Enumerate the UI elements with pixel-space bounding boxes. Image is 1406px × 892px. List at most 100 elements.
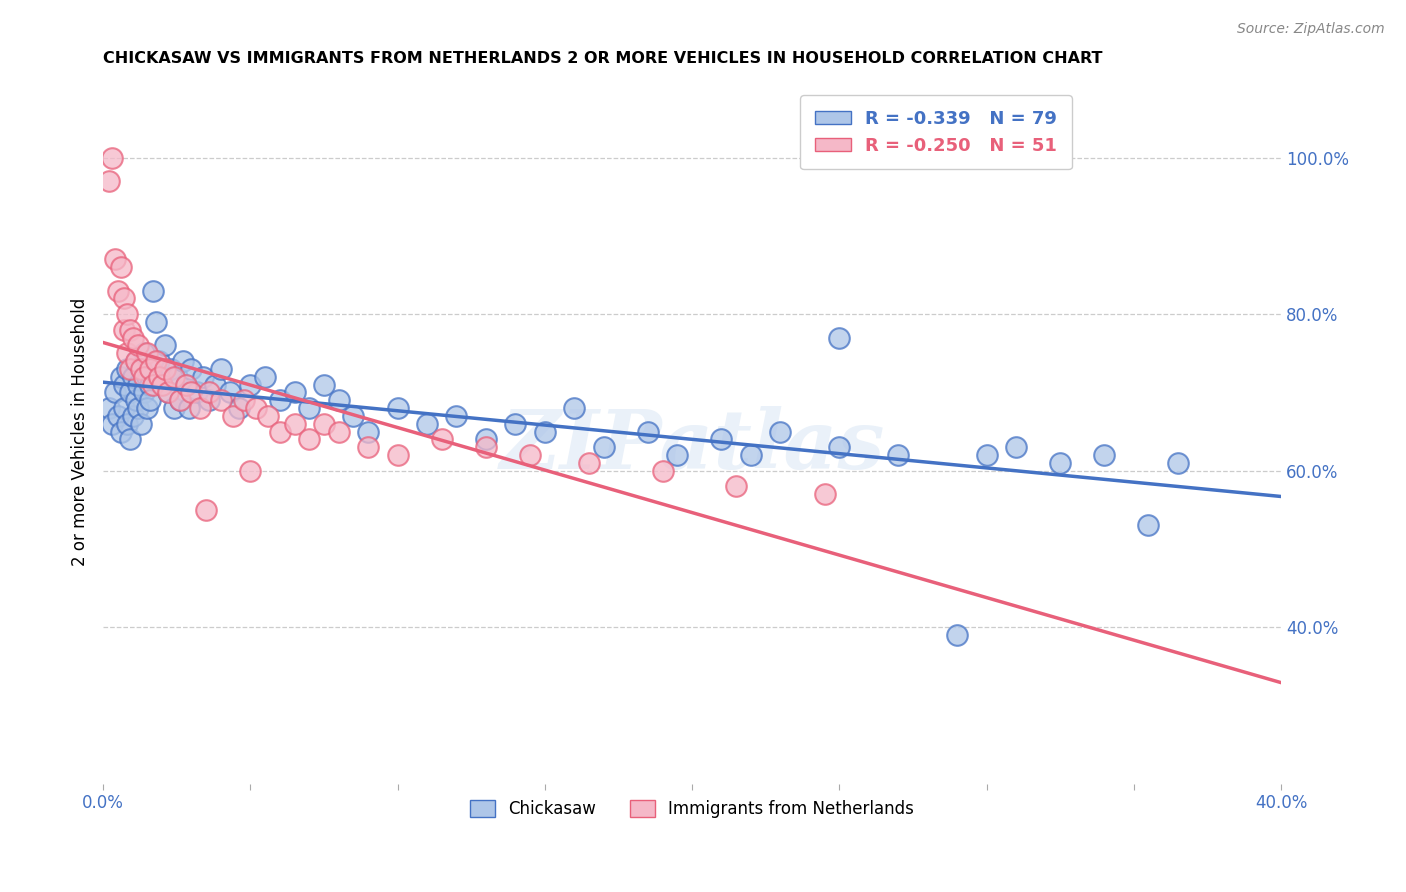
Point xyxy=(150,377,173,392)
Point xyxy=(110,260,132,275)
Point xyxy=(112,377,135,392)
Point xyxy=(98,401,121,415)
Point xyxy=(118,433,141,447)
Point xyxy=(112,292,135,306)
Point xyxy=(1049,456,1071,470)
Point xyxy=(239,464,262,478)
Point xyxy=(98,174,121,188)
Point xyxy=(131,362,153,376)
Point xyxy=(725,479,748,493)
Point xyxy=(112,323,135,337)
Point xyxy=(148,354,170,368)
Point xyxy=(121,409,143,423)
Point xyxy=(107,409,129,423)
Point xyxy=(312,417,335,431)
Point xyxy=(562,401,585,415)
Point xyxy=(118,323,141,337)
Point xyxy=(131,362,153,376)
Point xyxy=(578,456,600,470)
Point xyxy=(160,362,183,376)
Point xyxy=(169,393,191,408)
Point xyxy=(136,346,159,360)
Point xyxy=(416,417,439,431)
Legend: Chickasaw, Immigrants from Netherlands: Chickasaw, Immigrants from Netherlands xyxy=(464,793,921,825)
Point xyxy=(239,377,262,392)
Point xyxy=(118,362,141,376)
Point xyxy=(233,393,256,408)
Point xyxy=(153,338,176,352)
Point xyxy=(163,369,186,384)
Point xyxy=(269,425,291,439)
Point xyxy=(446,409,468,423)
Point xyxy=(124,393,146,408)
Point xyxy=(139,377,162,392)
Point xyxy=(475,433,498,447)
Point xyxy=(156,385,179,400)
Point xyxy=(110,369,132,384)
Point xyxy=(112,401,135,415)
Point xyxy=(186,385,208,400)
Point xyxy=(387,448,409,462)
Point xyxy=(298,401,321,415)
Point xyxy=(115,417,138,431)
Point xyxy=(101,417,124,431)
Point xyxy=(107,284,129,298)
Point xyxy=(710,433,733,447)
Point xyxy=(142,284,165,298)
Text: Source: ZipAtlas.com: Source: ZipAtlas.com xyxy=(1237,22,1385,37)
Point xyxy=(110,425,132,439)
Point xyxy=(101,151,124,165)
Point xyxy=(740,448,762,462)
Point xyxy=(153,362,176,376)
Point xyxy=(174,377,197,392)
Point xyxy=(142,377,165,392)
Point xyxy=(124,354,146,368)
Point xyxy=(430,433,453,447)
Point xyxy=(328,425,350,439)
Point xyxy=(104,252,127,267)
Point xyxy=(180,362,202,376)
Point xyxy=(269,393,291,408)
Point xyxy=(342,409,364,423)
Point xyxy=(180,385,202,400)
Point xyxy=(177,401,200,415)
Point xyxy=(283,385,305,400)
Point xyxy=(769,425,792,439)
Point xyxy=(198,393,221,408)
Text: CHICKASAW VS IMMIGRANTS FROM NETHERLANDS 2 OR MORE VEHICLES IN HOUSEHOLD CORRELA: CHICKASAW VS IMMIGRANTS FROM NETHERLANDS… xyxy=(103,51,1102,66)
Point xyxy=(145,315,167,329)
Point xyxy=(312,377,335,392)
Point xyxy=(1092,448,1115,462)
Point xyxy=(218,385,240,400)
Point xyxy=(188,401,211,415)
Point xyxy=(505,417,527,431)
Point xyxy=(193,369,215,384)
Point xyxy=(121,331,143,345)
Point xyxy=(169,393,191,408)
Point xyxy=(150,369,173,384)
Point xyxy=(475,440,498,454)
Point xyxy=(134,369,156,384)
Point xyxy=(148,369,170,384)
Point xyxy=(163,401,186,415)
Point xyxy=(166,369,188,384)
Point xyxy=(131,417,153,431)
Point xyxy=(228,401,250,415)
Point xyxy=(257,409,280,423)
Point xyxy=(204,377,226,392)
Point xyxy=(283,417,305,431)
Point xyxy=(195,503,218,517)
Point xyxy=(828,440,851,454)
Point xyxy=(1167,456,1189,470)
Point xyxy=(139,362,162,376)
Point xyxy=(357,425,380,439)
Point xyxy=(519,448,541,462)
Point xyxy=(813,487,835,501)
Point xyxy=(156,385,179,400)
Point xyxy=(127,338,149,352)
Point xyxy=(115,362,138,376)
Point xyxy=(946,628,969,642)
Point xyxy=(172,354,194,368)
Point xyxy=(115,307,138,321)
Point xyxy=(121,369,143,384)
